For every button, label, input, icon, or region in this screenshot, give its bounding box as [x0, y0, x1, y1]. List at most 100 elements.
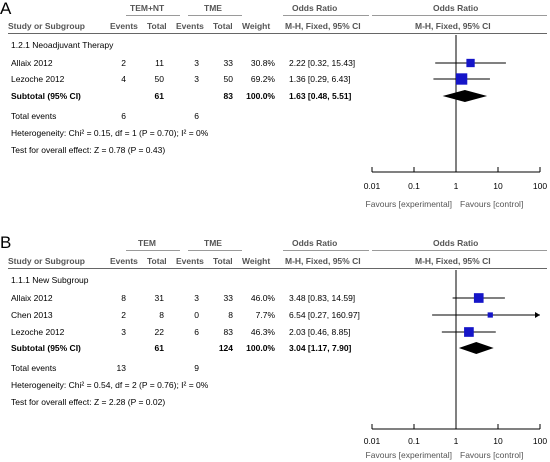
- study-name: Lezoche 2012: [11, 327, 65, 337]
- column-header-events-ctl: Events: [176, 21, 204, 31]
- total-exp: 22: [154, 327, 164, 337]
- study-name: Allaix 2012: [11, 293, 53, 303]
- column-header-method: M-H, Fixed, 95% CI: [285, 21, 361, 31]
- heterogeneity-text: Heterogeneity: Chi² = 0.15, df = 1 (P = …: [11, 128, 209, 138]
- panel-label: B: [0, 233, 12, 252]
- weight-value: 69.2%: [250, 74, 275, 84]
- header-rule: [8, 268, 547, 269]
- weight-value: 7.7%: [255, 310, 275, 320]
- events-exp: 8: [121, 293, 126, 303]
- total-exp: 31: [154, 293, 164, 303]
- subtotal-or-ci-text: 3.04 [1.17, 7.90]: [289, 343, 352, 353]
- column-header-odds-ratio-plot: Odds Ratio: [433, 238, 479, 248]
- study-weight-square: [473, 293, 484, 303]
- total-events-ctl: 9: [194, 363, 199, 373]
- x-tick-label: 10: [493, 436, 503, 446]
- forest-plot-panel-a: A TEM+NT TME Odds Ratio Odds Ratio Study…: [0, 0, 550, 226]
- column-header-events-exp: Events: [110, 256, 138, 266]
- total-events-label: Total events: [11, 363, 57, 373]
- column-header-study: Study or Subgroup: [8, 256, 85, 266]
- or-ci-text: 2.22 [0.32, 15.43]: [289, 58, 356, 68]
- x-tick-label: 1: [454, 181, 459, 191]
- group-header-control: TME: [204, 238, 222, 248]
- overall-effect-text: Test for overall effect: Z = 2.28 (P = 0…: [11, 397, 166, 407]
- column-header-events-ctl: Events: [176, 256, 204, 266]
- overall-effect-text: Test for overall effect: Z = 0.78 (P = 0…: [11, 145, 166, 155]
- group-underline-experimental: [126, 15, 180, 16]
- x-tick-label: 100: [533, 181, 547, 191]
- column-header-method-plot: M-H, Fixed, 95% CI: [415, 256, 491, 266]
- or-ci-text: 3.48 [0.83, 14.59]: [289, 293, 356, 303]
- pooled-diamond: [442, 90, 488, 102]
- pooled-diamond: [458, 342, 494, 354]
- plot-header-underline: [372, 250, 547, 251]
- x-tick-label: 0.1: [408, 436, 420, 446]
- subtotal-weight: 100.0%: [246, 91, 275, 101]
- forest-plot-a: 0.01 0.1 1 10 100 Favours [experimental] Favou…: [364, 35, 547, 209]
- total-events-exp: 13: [116, 363, 126, 373]
- subtotal-total-exp: 61: [154, 91, 164, 101]
- group-underline-experimental: [126, 250, 180, 251]
- total-exp: 11: [155, 58, 164, 68]
- total-ctl: 8: [228, 310, 233, 320]
- subtotal-total-ctl: 124: [218, 343, 233, 353]
- column-header-method-plot: M-H, Fixed, 95% CI: [415, 21, 491, 31]
- events-ctl: 3: [194, 58, 199, 68]
- group-underline-control: [188, 250, 242, 251]
- subtotal-total-ctl: 83: [223, 91, 233, 101]
- events-ctl: 0: [194, 310, 199, 320]
- column-header-odds-ratio-text: Odds Ratio: [292, 238, 338, 248]
- study-name: Lezoche 2012: [11, 74, 65, 84]
- column-header-odds-ratio-plot: Odds Ratio: [433, 3, 479, 13]
- subtotal-or-ci-text: 1.63 [0.48, 5.51]: [289, 91, 352, 101]
- total-ctl: 50: [223, 74, 233, 84]
- weight-value: 30.8%: [250, 58, 275, 68]
- favours-left-label: Favours [experimental]: [366, 450, 452, 460]
- x-tick-label: 0.01: [364, 436, 381, 446]
- events-ctl: 3: [194, 293, 199, 303]
- study-weight-square: [466, 58, 475, 68]
- group-header-control: TME: [204, 3, 222, 13]
- column-header-events-exp: Events: [110, 21, 138, 31]
- plot-header-underline: [372, 15, 547, 16]
- favours-right-label: Favours [control]: [460, 450, 523, 460]
- column-header-study: Study or Subgroup: [8, 21, 85, 31]
- column-header-total-exp: Total: [147, 21, 167, 31]
- group-header-experimental: TEM+NT: [130, 3, 165, 13]
- total-events-label: Total events: [11, 111, 57, 121]
- study-weight-square: [455, 73, 468, 85]
- events-exp: 2: [121, 310, 126, 320]
- header-rule: [8, 33, 547, 34]
- group-underline-control: [188, 15, 242, 16]
- heterogeneity-text: Heterogeneity: Chi² = 0.54, df = 2 (P = …: [11, 380, 209, 390]
- events-exp: 4: [121, 74, 126, 84]
- favours-right-label: Favours [control]: [460, 199, 523, 209]
- x-tick-label: 0.01: [364, 181, 381, 191]
- or-ci-text: 1.36 [0.29, 6.43]: [289, 74, 351, 84]
- total-ctl: 33: [223, 293, 233, 303]
- events-exp: 3: [121, 327, 126, 337]
- total-events-exp: 6: [121, 111, 126, 121]
- subgroup-title: 1.1.1 New Subgroup: [11, 275, 89, 285]
- x-tick-label: 1: [454, 436, 459, 446]
- events-ctl: 3: [194, 74, 199, 84]
- or-header-underline: [283, 15, 369, 16]
- column-header-method: M-H, Fixed, 95% CI: [285, 256, 361, 266]
- column-header-weight: Weight: [242, 256, 271, 266]
- events-exp: 2: [121, 58, 126, 68]
- x-tick-label: 100: [533, 436, 547, 446]
- total-events-ctl: 6: [194, 111, 199, 121]
- total-exp: 8: [159, 310, 164, 320]
- panel-label: A: [0, 0, 12, 18]
- study-name: Chen 2013: [11, 310, 53, 320]
- or-ci-text: 2.03 [0.46, 8.85]: [289, 327, 351, 337]
- total-ctl: 83: [223, 327, 233, 337]
- study-weight-square: [464, 327, 474, 337]
- subtotal-label: Subtotal (95% CI): [11, 91, 81, 101]
- column-header-total-exp: Total: [147, 256, 167, 266]
- total-exp: 50: [154, 74, 164, 84]
- ci-arrow: [535, 312, 540, 318]
- study-weight-square: [487, 312, 493, 318]
- subtotal-total-exp: 61: [154, 343, 164, 353]
- total-ctl: 33: [223, 58, 233, 68]
